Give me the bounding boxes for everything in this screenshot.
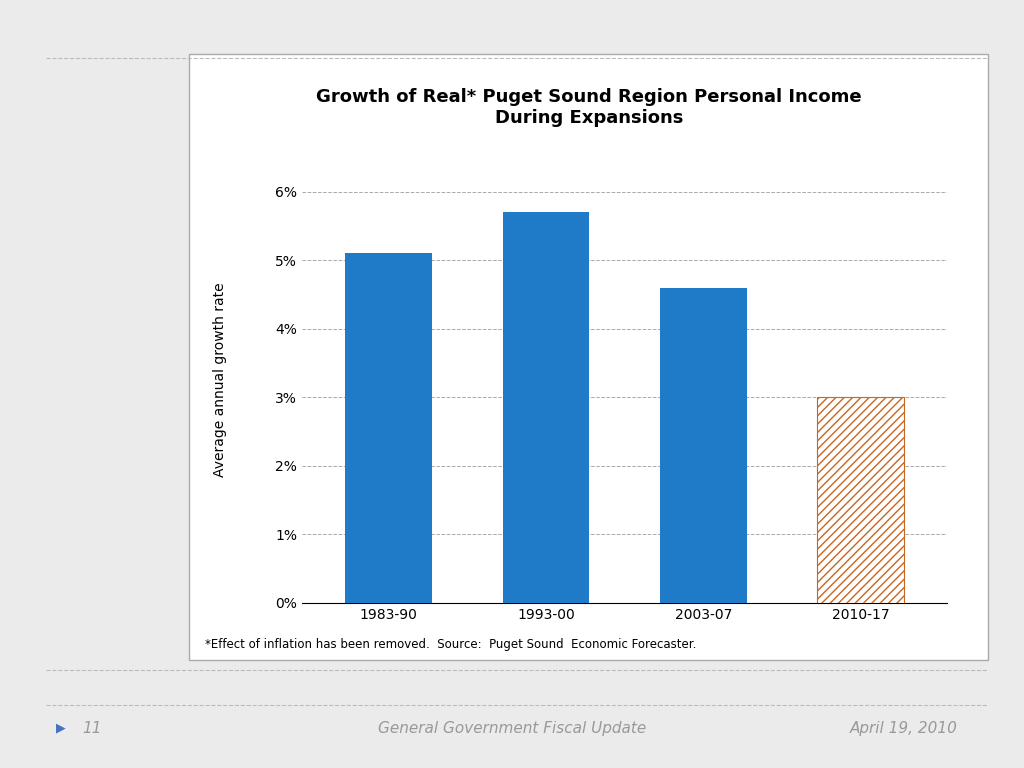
Text: April 19, 2010: April 19, 2010 (850, 720, 957, 736)
Text: Growth of Real* Puget Sound Region Personal Income
During Expansions: Growth of Real* Puget Sound Region Perso… (316, 88, 861, 127)
Text: Average annual growth rate: Average annual growth rate (213, 283, 227, 478)
Bar (660, 288, 746, 603)
Bar (817, 397, 904, 603)
Text: *Effect of inflation has been removed.  Source:  Puget Sound  Economic Forecaste: *Effect of inflation has been removed. S… (205, 638, 696, 651)
Text: ▶: ▶ (56, 722, 66, 734)
Text: General Government Fiscal Update: General Government Fiscal Update (378, 720, 646, 736)
Bar (345, 253, 432, 603)
Text: 11: 11 (82, 720, 101, 736)
Bar (503, 212, 589, 603)
